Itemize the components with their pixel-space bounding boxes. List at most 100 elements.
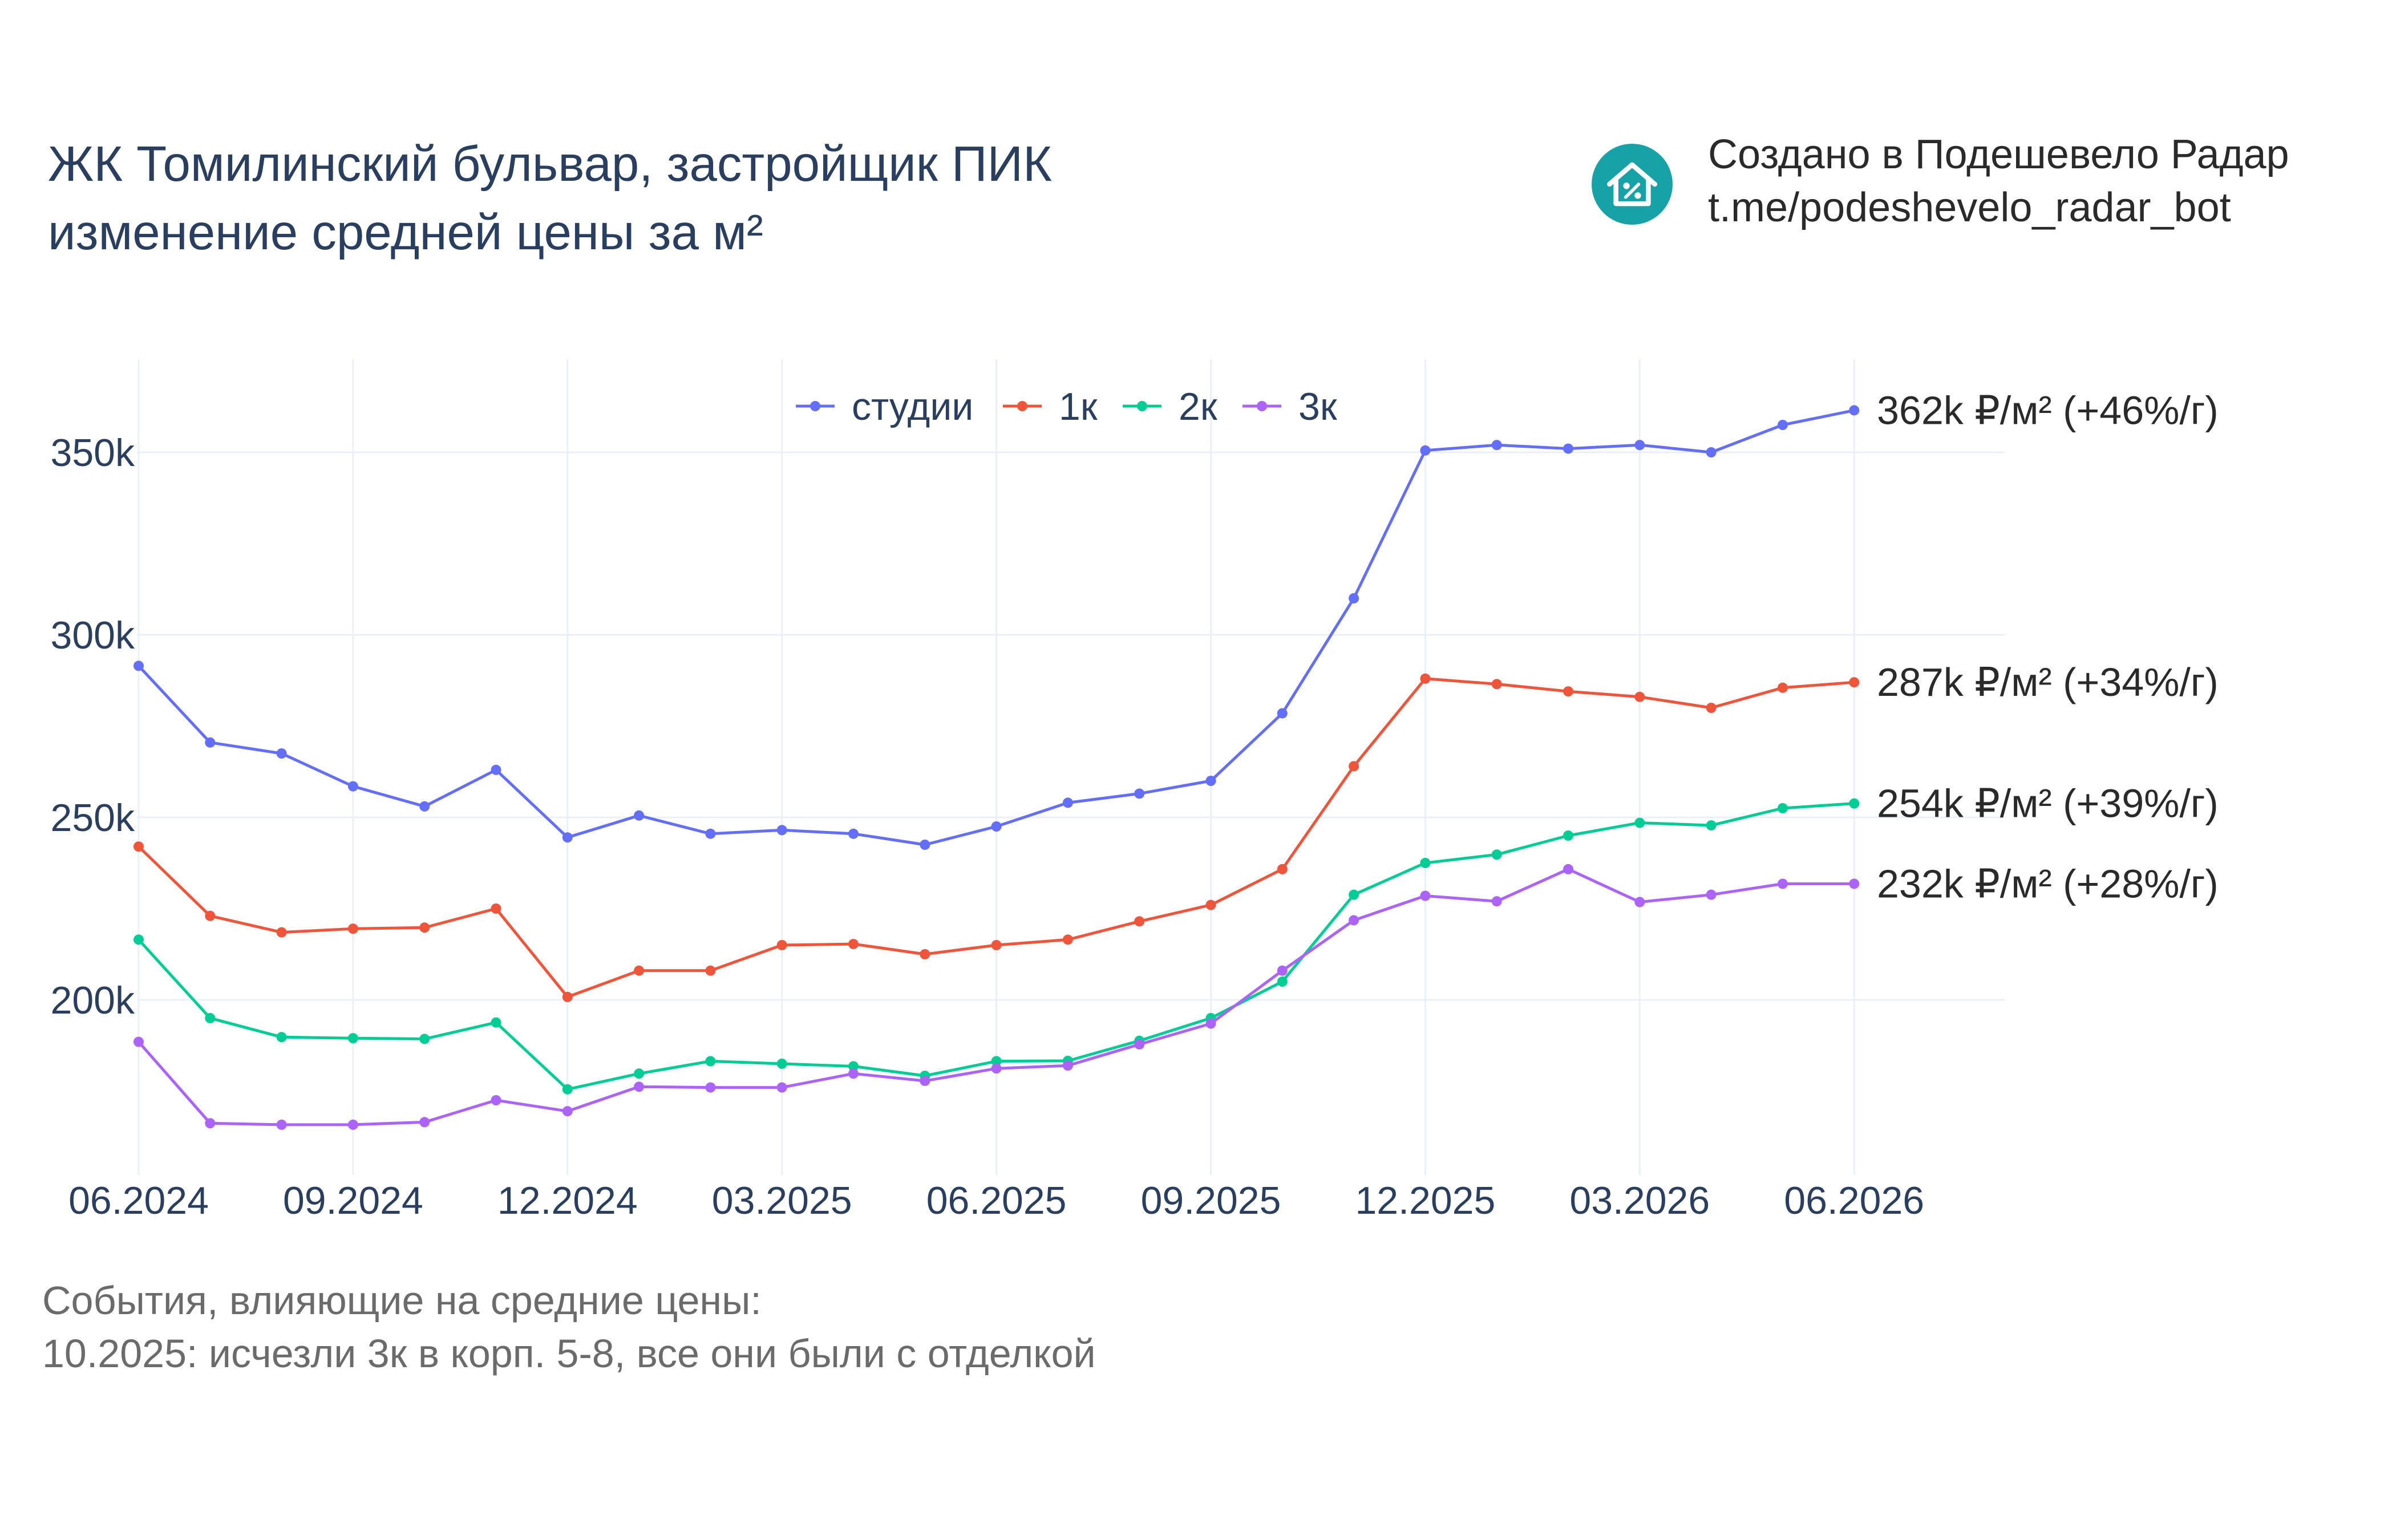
data-point — [920, 949, 930, 959]
data-point — [347, 781, 358, 792]
data-point — [1491, 679, 1502, 690]
data-point — [1062, 934, 1073, 945]
data-point — [491, 903, 501, 914]
legend-item[interactable]: 1к — [1003, 385, 1098, 428]
legend-label: 1к — [1059, 385, 1098, 428]
data-point — [1563, 443, 1573, 454]
data-point — [920, 840, 930, 850]
legend-item[interactable]: 3к — [1242, 385, 1338, 428]
data-point — [1205, 899, 1216, 910]
legend-swatch-marker — [1017, 401, 1027, 411]
data-point — [705, 1082, 716, 1093]
events-heading: События, влияющие на средние цены: — [42, 1278, 762, 1323]
data-point — [1420, 445, 1431, 456]
data-point — [1634, 817, 1645, 828]
data-point — [1277, 965, 1288, 976]
brand-link[interactable]: t.me/podeshevelo_radar_bot — [1708, 185, 2231, 230]
data-point — [491, 764, 501, 775]
x-tick-label: 03.2025 — [712, 1179, 852, 1222]
y-tick-label: 250k — [51, 796, 135, 840]
legend-label: студии — [852, 385, 973, 428]
data-point — [776, 940, 787, 950]
data-point — [1277, 864, 1288, 874]
data-point — [705, 1056, 716, 1067]
x-tick-label: 06.2024 — [68, 1179, 209, 1222]
data-point — [1563, 830, 1573, 841]
data-point — [1277, 976, 1288, 987]
data-point — [1849, 677, 1860, 688]
data-point — [776, 1059, 787, 1069]
series-layer — [133, 405, 1860, 1130]
end-value-label: 232k ₽/м² (+28%/г) — [1877, 861, 2219, 906]
data-point — [1205, 1018, 1216, 1029]
data-point — [991, 1063, 1002, 1074]
data-point — [347, 923, 358, 934]
data-point — [634, 965, 645, 976]
data-point — [1491, 440, 1502, 451]
data-point — [419, 1034, 430, 1044]
data-point — [1634, 440, 1645, 451]
data-point — [276, 748, 287, 759]
data-point — [1777, 682, 1788, 693]
data-point — [1134, 916, 1145, 927]
data-point — [1062, 797, 1073, 808]
data-point — [347, 1033, 358, 1044]
series-2 — [133, 673, 1860, 1002]
data-point — [1563, 864, 1573, 874]
x-tick-label: 03.2026 — [1569, 1179, 1710, 1222]
data-point — [1491, 849, 1502, 860]
data-point — [776, 1082, 787, 1093]
data-point — [276, 927, 287, 938]
x-tick-label: 12.2025 — [1355, 1179, 1495, 1222]
house-percent-icon — [1592, 144, 1673, 225]
data-point — [1420, 890, 1431, 901]
data-point — [1706, 703, 1717, 713]
data-point — [276, 1032, 287, 1043]
data-point — [705, 828, 716, 839]
data-point — [705, 965, 716, 976]
data-point — [1849, 798, 1860, 809]
events-note: События, влияющие на средние цены: 10.20… — [42, 1274, 1096, 1380]
legend-item[interactable]: 2к — [1123, 385, 1218, 428]
legend-item[interactable]: студии — [796, 385, 973, 428]
axes: 06.2024 09.2024 12.2024 03.2025 06.2025 09.20… — [51, 431, 1925, 1222]
data-point — [1349, 761, 1359, 772]
x-tick-label: 09.2024 — [283, 1179, 423, 1222]
data-point — [419, 1117, 430, 1128]
data-point — [991, 821, 1002, 832]
data-point — [1420, 858, 1431, 868]
data-point — [1706, 820, 1717, 831]
data-point — [205, 737, 216, 748]
data-point — [562, 1106, 573, 1117]
chart-title: ЖК Томилинский бульвар, застройщик ПИК и… — [48, 130, 1052, 267]
brand-name: Создано в Подешевело Радар — [1708, 132, 2289, 177]
data-point — [920, 1076, 930, 1087]
data-point — [1205, 776, 1216, 786]
logo-circle — [1592, 144, 1673, 225]
branding[interactable]: Создано в Подешевело Радар t.me/podeshev… — [1592, 128, 2333, 242]
legend[interactable]: студии 1к 2к 3к — [796, 385, 1338, 428]
data-point — [1634, 691, 1645, 702]
data-point — [562, 1084, 573, 1095]
x-tick-label: 06.2025 — [926, 1179, 1067, 1222]
data-point — [491, 1017, 501, 1028]
data-point — [419, 801, 430, 812]
data-point — [1062, 1060, 1073, 1071]
data-point — [1777, 803, 1788, 813]
data-point — [133, 934, 144, 945]
data-point — [1277, 708, 1288, 719]
data-point — [1349, 915, 1359, 926]
data-point — [1849, 878, 1860, 889]
data-point — [1349, 593, 1359, 603]
y-tick-label: 350k — [51, 431, 135, 475]
data-point — [634, 1081, 645, 1092]
data-point — [205, 910, 216, 921]
x-tick-label: 06.2026 — [1784, 1179, 1924, 1222]
data-point — [133, 841, 144, 852]
data-point — [562, 991, 573, 1002]
x-tick-label: 12.2024 — [497, 1179, 638, 1222]
chart-title-line-1: ЖК Томилинский бульвар, застройщик ПИК — [48, 136, 1052, 192]
data-point — [1706, 447, 1717, 457]
data-point — [133, 1036, 144, 1047]
